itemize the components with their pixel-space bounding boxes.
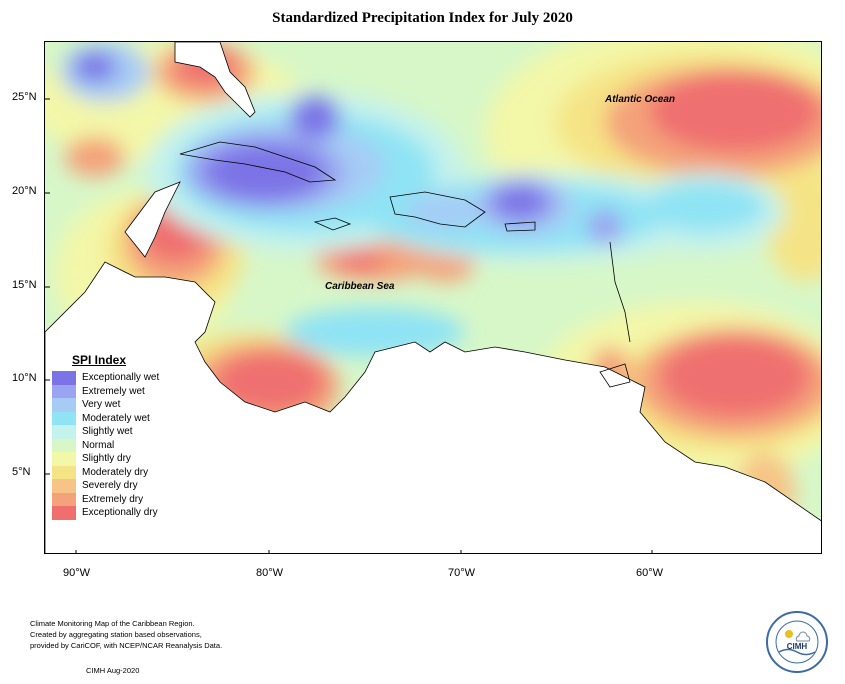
legend-label: Moderately wet bbox=[82, 412, 150, 424]
credit-text: CIMH Aug-2020 bbox=[86, 666, 140, 675]
legend-item: Moderately dry bbox=[52, 465, 212, 479]
legend-item: Extremely wet bbox=[52, 384, 212, 398]
florida bbox=[174, 42, 256, 118]
island-outlines bbox=[179, 141, 631, 388]
legend-label: Very wet bbox=[82, 399, 121, 411]
logo-text: CIMH bbox=[787, 642, 808, 651]
lat-label-10n: 10°N bbox=[12, 372, 37, 384]
trinidad-outline bbox=[599, 363, 631, 388]
map-title: Standardized Precipitation Index for Jul… bbox=[272, 10, 573, 26]
legend-item: Exceptionally dry bbox=[52, 506, 212, 520]
caribbean-sea-label: Caribbean Sea bbox=[325, 281, 395, 292]
legend-label: Exceptionally wet bbox=[82, 372, 160, 384]
legend-item: Exceptionally wet bbox=[52, 371, 212, 385]
legend-swatch bbox=[52, 425, 76, 439]
lat-label-25n: 25°N bbox=[12, 91, 37, 103]
legend-label: Slightly wet bbox=[82, 426, 133, 438]
cimh-logo: CIMH bbox=[765, 610, 829, 674]
puerto-rico-outline bbox=[504, 221, 536, 232]
cimh-logo-icon: CIMH bbox=[766, 611, 828, 673]
spi-contours bbox=[45, 42, 821, 553]
legend-label: Extremely wet bbox=[82, 385, 145, 397]
legend-label: Severely dry bbox=[82, 480, 138, 492]
graticule-ticks bbox=[45, 98, 653, 553]
atlantic-ocean-label: Atlantic Ocean bbox=[605, 94, 676, 105]
hispaniola-outline bbox=[389, 191, 486, 228]
legend-swatch bbox=[52, 506, 76, 520]
legend-rows: Exceptionally wet Extremely wet Very wet Mo… bbox=[52, 371, 212, 520]
cuba-outline bbox=[179, 141, 337, 183]
footer-line: Created by aggregating station based obs… bbox=[30, 630, 202, 639]
mainland-central-south-america bbox=[45, 261, 821, 553]
lat-label-5n: 5°N bbox=[12, 466, 31, 478]
legend-item: Extremely dry bbox=[52, 492, 212, 506]
lon-label-90w: 90°W bbox=[63, 567, 91, 579]
footer-line: provided by CariCOF, with NCEP/NCAR Rean… bbox=[30, 641, 223, 650]
legend-swatch bbox=[52, 398, 76, 412]
legend-title: SPI Index bbox=[72, 353, 127, 367]
spi-legend: SPI Index Exceptionally wet Extremely wet… bbox=[52, 353, 212, 520]
footer-notes: Climate Monitoring Map of the Caribbean … bbox=[30, 618, 222, 651]
legend-item: Normal bbox=[52, 438, 212, 452]
legend-swatch bbox=[52, 371, 76, 385]
lon-label-70w: 70°W bbox=[448, 567, 476, 579]
legend-label: Slightly dry bbox=[82, 453, 131, 465]
legend-item: Severely dry bbox=[52, 479, 212, 493]
spi-map bbox=[44, 41, 822, 554]
legend-swatch bbox=[52, 438, 76, 452]
legend-item: Very wet bbox=[52, 398, 212, 412]
legend-swatch bbox=[52, 384, 76, 398]
legend-swatch bbox=[52, 411, 76, 425]
legend-item: Slightly wet bbox=[52, 425, 212, 439]
legend-item: Slightly dry bbox=[52, 452, 212, 466]
legend-swatch bbox=[52, 465, 76, 479]
lon-label-80w: 80°W bbox=[256, 567, 284, 579]
lesser-antilles-outline bbox=[609, 241, 631, 343]
legend-swatch bbox=[52, 492, 76, 506]
spi-map-canvas bbox=[45, 42, 821, 553]
lon-label-60w: 60°W bbox=[636, 567, 664, 579]
jamaica-outline bbox=[313, 217, 352, 231]
legend-label: Exceptionally dry bbox=[82, 507, 158, 519]
legend-item: Moderately wet bbox=[52, 411, 212, 425]
footer-line: Climate Monitoring Map of the Caribbean … bbox=[30, 619, 195, 628]
lat-label-20n: 20°N bbox=[12, 185, 37, 197]
land-masses bbox=[45, 42, 821, 553]
legend-swatch bbox=[52, 479, 76, 493]
legend-label: Normal bbox=[82, 439, 115, 451]
legend-swatch bbox=[52, 452, 76, 466]
lat-label-15n: 15°N bbox=[12, 279, 37, 291]
legend-label: Moderately dry bbox=[82, 466, 149, 478]
yucatan bbox=[124, 181, 181, 258]
legend-label: Extremely dry bbox=[82, 493, 144, 505]
